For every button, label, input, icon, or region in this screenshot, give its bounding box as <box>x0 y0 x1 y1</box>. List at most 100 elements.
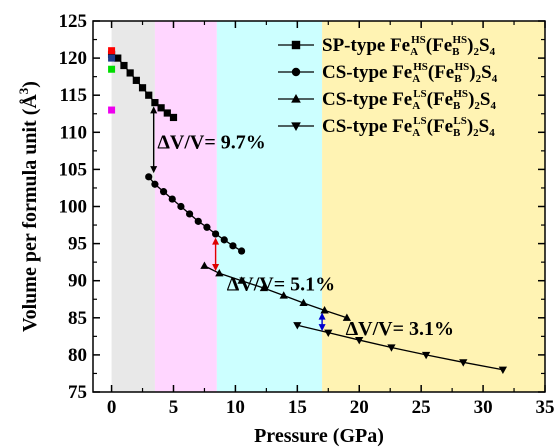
legend-label-part: B <box>454 73 462 85</box>
reference-point <box>108 47 116 55</box>
reference-point <box>108 65 116 73</box>
legend-label-part: HS <box>411 34 426 46</box>
data-point <box>151 180 159 188</box>
legend-label-part: HS <box>455 61 470 73</box>
legend-label-part: 2 <box>476 73 482 85</box>
legend-label-part: HS <box>453 88 468 100</box>
legend-label-part: 4 <box>489 127 495 139</box>
y-tick-label: 95 <box>68 234 87 255</box>
y-tick-label: 100 <box>59 197 88 218</box>
y-axis-label-unit: Å <box>18 94 41 109</box>
x-tick-label: 25 <box>412 397 431 418</box>
data-point <box>145 91 153 99</box>
y-tick-label: 110 <box>60 122 87 143</box>
data-point <box>293 322 302 330</box>
annotation-arrow-head <box>150 166 158 174</box>
legend-label-part: HS <box>413 61 428 73</box>
data-point <box>320 306 329 314</box>
x-tick-label: 20 <box>350 397 369 418</box>
annotations: ΔV/V= 9.7% ΔV/V= 5.1% ΔV/V= 3.1% <box>150 106 454 340</box>
y-tick-label: 125 <box>59 11 88 32</box>
legend-label-part: A <box>412 127 420 139</box>
legend-label-part: ) <box>469 62 475 83</box>
y-tick-label: 105 <box>59 159 88 180</box>
data-point <box>259 283 269 292</box>
data-point <box>194 217 202 225</box>
data-point <box>299 298 308 307</box>
legend-label-part: A <box>412 73 420 85</box>
data-point <box>498 366 508 375</box>
legend-label-part: CS-type Fe <box>322 89 412 110</box>
reference-point <box>108 54 116 62</box>
legend-label-part: 4 <box>490 100 496 112</box>
legend-label-part: CS-type Fe <box>322 116 412 137</box>
legend-label-part: ) <box>467 35 473 56</box>
annotation-arrow-head <box>212 237 220 245</box>
data-point <box>107 50 116 58</box>
data-point <box>132 76 140 84</box>
reference-point <box>108 106 116 114</box>
data-point <box>355 337 364 345</box>
region-1 <box>154 21 217 392</box>
legend-label-part: A <box>410 46 418 58</box>
legend-label-part: 2 <box>474 46 480 58</box>
data-point <box>459 359 468 367</box>
legend-label-part: S <box>479 116 490 137</box>
annotation-arrow-head <box>212 264 220 272</box>
data-point <box>220 236 228 244</box>
y-axis-label: Volume per formula unit (Å3) <box>16 81 41 332</box>
x-tick-label: 0 <box>107 397 117 418</box>
data-point <box>126 69 134 77</box>
data-point <box>237 276 246 284</box>
legend-label-part: (Fe <box>427 116 453 137</box>
data-point <box>387 344 396 352</box>
y-axis-label-base: Volume per formula unit ( <box>19 108 41 332</box>
y-tick-labels: 75 80 85 90 95 100 105 110 115 120 125 <box>59 11 88 403</box>
legend-item: CS-type FeALS(FeBLS)2S4 <box>278 115 495 139</box>
data-point <box>169 113 178 122</box>
data-point <box>168 195 176 203</box>
annotation-arrow-head <box>318 324 326 332</box>
legend-item: CS-type FeALS(FeBHS)2S4 <box>278 88 496 112</box>
x-tick-label: 15 <box>288 397 307 418</box>
legend-label: CS-type FeALS(FeBHS)2S4 <box>322 88 496 112</box>
legend-label-part: HS <box>452 34 467 46</box>
legend-label-part: A <box>412 100 420 112</box>
y-tick-label: 115 <box>60 85 87 106</box>
y-axis-label-close: ) <box>19 81 41 88</box>
data-point <box>342 313 352 321</box>
legend-label-part: 2 <box>474 100 480 112</box>
legend-label-part: B <box>452 46 460 58</box>
data-point <box>215 268 224 277</box>
x-axis-label: Pressure (GPa) <box>254 425 384 447</box>
data-point <box>200 261 209 269</box>
legend-marker <box>291 67 301 77</box>
annotation-arrow-head <box>318 312 326 320</box>
data-point <box>159 188 168 196</box>
region-2 <box>216 21 323 392</box>
data-point <box>114 54 122 62</box>
legend-label-part: (Fe <box>426 35 452 56</box>
legend-item: SP-type FeAHS(FeBHS)2S4 <box>278 34 496 58</box>
data-point <box>185 210 194 218</box>
legend-label-part: S <box>481 62 492 83</box>
data-point <box>177 202 185 211</box>
data-point <box>138 84 147 92</box>
data-point <box>163 109 171 117</box>
data-point <box>145 173 153 181</box>
legend-label: CS-type FeALS(FeBLS)2S4 <box>322 115 495 139</box>
legend-marker <box>291 122 301 132</box>
legend-label-part: 2 <box>473 127 479 139</box>
annotation-label: ΔV/V= 3.1% <box>346 318 454 340</box>
legend-label-part: B <box>453 100 461 112</box>
legend-marker <box>291 93 301 103</box>
legend-label: SP-type FeAHS(FeBHS)2S4 <box>322 34 496 58</box>
legend-label-part: LS <box>413 115 426 127</box>
x-tick-label: 30 <box>474 397 493 418</box>
legend-label-part: S <box>480 89 491 110</box>
legend-label-part: CS-type Fe <box>322 62 412 83</box>
data-point <box>324 329 333 337</box>
x-tick-label: 5 <box>169 397 179 418</box>
legend-label-part: LS <box>453 115 466 127</box>
annotation-label: ΔV/V= 9.7% <box>157 132 265 154</box>
